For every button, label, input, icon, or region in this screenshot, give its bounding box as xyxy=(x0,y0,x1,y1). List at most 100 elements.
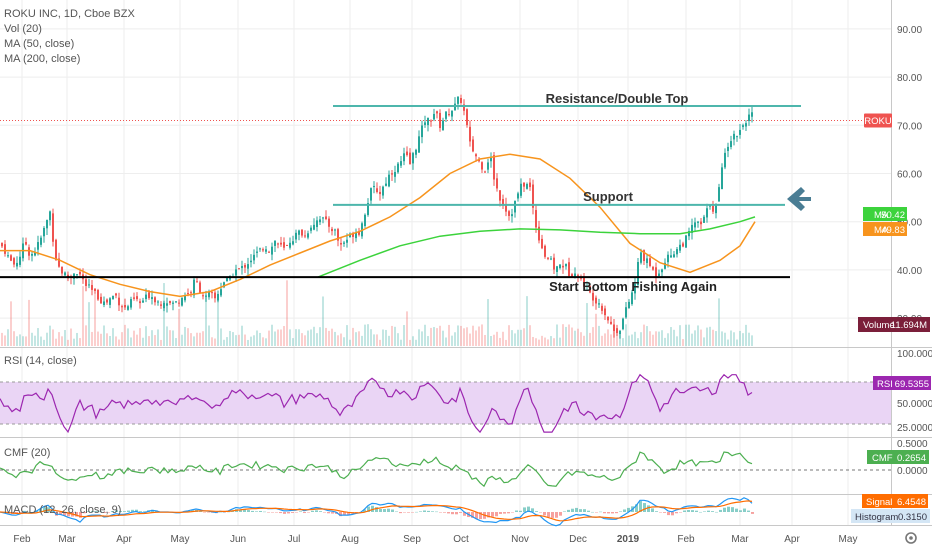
histogram-bar xyxy=(435,512,438,513)
cmf-title[interactable]: CMF (20) xyxy=(4,447,50,459)
candle-body xyxy=(472,140,474,152)
histogram-badge: Histogram 0.3150 xyxy=(851,509,930,523)
histogram-bar xyxy=(423,510,426,512)
histogram-bar xyxy=(623,509,626,512)
volume-bar xyxy=(742,333,744,346)
cmf-badge-value: 0.2654 xyxy=(897,453,926,464)
candle-body xyxy=(406,152,408,156)
candle-body xyxy=(748,115,750,121)
rsi-badge: RSI 69.5355 xyxy=(873,376,931,390)
candle-body xyxy=(568,262,570,276)
volume-bar xyxy=(1,333,3,346)
candle-body xyxy=(400,161,402,166)
volume-bar xyxy=(424,325,426,346)
candle-body xyxy=(148,292,150,298)
histogram-bar xyxy=(439,512,442,513)
histogram-bar xyxy=(279,512,282,513)
volume-bar xyxy=(277,330,279,346)
candle-body xyxy=(292,241,294,244)
cmf-tick-0: 0.0000 xyxy=(897,466,928,477)
candle-body xyxy=(676,249,678,254)
symbol-title[interactable]: ROKU INC, 1D, Cboe BZX xyxy=(4,8,135,20)
histogram-bar xyxy=(587,511,590,512)
histogram-bar xyxy=(271,512,274,513)
histogram-bar xyxy=(207,512,210,513)
candle-body xyxy=(550,258,552,259)
histogram-bar xyxy=(255,511,258,512)
candle-body xyxy=(559,265,561,269)
indicator-ma200[interactable]: MA (200, close) xyxy=(4,53,80,65)
volume-bar xyxy=(529,325,531,346)
candle-body xyxy=(385,184,387,186)
candle-body xyxy=(616,328,618,333)
candle-body xyxy=(196,281,198,282)
volume-bar xyxy=(568,324,570,346)
volume-bar xyxy=(79,338,81,346)
time-tick: May xyxy=(839,534,858,545)
candle-body xyxy=(526,184,528,189)
candle-body xyxy=(343,243,345,244)
candle-body xyxy=(742,125,744,127)
candle-body xyxy=(274,241,276,246)
candle-body xyxy=(325,216,327,219)
histogram-bar xyxy=(443,512,446,513)
histogram-bar xyxy=(459,512,462,513)
volume-bar xyxy=(547,339,549,346)
candle-body xyxy=(127,306,129,310)
volume-bar xyxy=(616,334,618,346)
candle-body xyxy=(133,297,135,298)
volume-bar xyxy=(343,337,345,346)
candle-body xyxy=(145,295,147,299)
candle-body xyxy=(181,298,183,306)
candle-body xyxy=(280,243,282,245)
volume-bar xyxy=(190,333,192,346)
volume-bar xyxy=(289,329,291,346)
volume-bar xyxy=(160,340,162,346)
histogram-bar xyxy=(431,511,434,512)
candle-body xyxy=(85,279,87,286)
resistance-label: Resistance/Double Top xyxy=(546,91,689,106)
candle-body xyxy=(412,153,414,163)
volume-bar xyxy=(610,334,612,346)
volume-bar xyxy=(520,330,522,346)
volume-bar xyxy=(67,340,69,346)
histogram-bar xyxy=(535,511,538,512)
volume-bar xyxy=(487,299,489,346)
volume-bar xyxy=(94,293,96,346)
volume-bar xyxy=(364,325,366,346)
volume-bar xyxy=(712,330,714,346)
candle-body xyxy=(46,220,48,228)
volume-bar xyxy=(220,328,222,346)
candle-body xyxy=(340,243,342,245)
candle-body xyxy=(565,264,567,267)
volume-badge: Volume 11.694M xyxy=(858,317,930,332)
candle-body xyxy=(271,247,273,255)
volume-bar xyxy=(49,326,51,346)
histogram-bar xyxy=(455,512,458,514)
volume-bar xyxy=(244,335,246,346)
candle-body xyxy=(679,245,681,251)
histogram-bar xyxy=(583,509,586,512)
time-tick: May xyxy=(171,534,190,545)
histogram-bar xyxy=(579,509,582,512)
candle-body xyxy=(109,298,111,305)
candle-body xyxy=(112,296,114,299)
candle-body xyxy=(25,242,27,245)
candle-body xyxy=(721,167,723,189)
volume-bar xyxy=(493,335,495,346)
volume-bar xyxy=(256,330,258,346)
macd-title[interactable]: MACD (12, 26, close, 9) xyxy=(4,504,121,516)
candle-body xyxy=(79,272,81,275)
histogram-bar xyxy=(555,512,558,518)
candle-body xyxy=(682,243,684,246)
candle-body xyxy=(94,289,96,291)
candle-body xyxy=(460,98,462,103)
indicator-volume[interactable]: Vol (20) xyxy=(4,23,42,35)
indicator-ma50[interactable]: MA (50, close) xyxy=(4,38,74,50)
price-tick: 70.00 xyxy=(897,121,922,132)
candle-body xyxy=(301,230,303,236)
volume-bar xyxy=(121,332,123,346)
histogram-bar xyxy=(495,512,498,516)
rsi-title[interactable]: RSI (14, close) xyxy=(4,355,77,367)
candle-body xyxy=(247,264,249,269)
